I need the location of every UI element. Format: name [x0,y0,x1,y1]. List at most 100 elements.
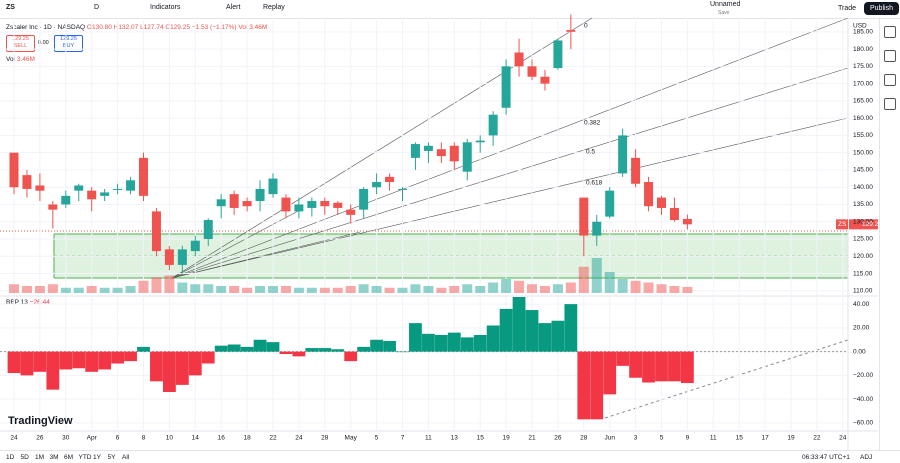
y-tick-label: 160.00 [853,115,873,122]
symbol-tag: ZS [838,221,847,228]
range-button[interactable]: 3M [49,454,59,461]
y-tick-label: 120.00 [853,253,873,260]
range-button[interactable]: All [122,454,130,461]
bbp-bar [422,333,435,352]
x-tick-label: 17 [761,435,769,442]
x-tick-label: 15 [736,435,744,442]
volume-bar [358,284,369,293]
sell-button[interactable]: 129.25 SELL [6,35,35,52]
bbp-bar [434,335,448,352]
candle-body [294,204,304,212]
fib-label: 0 [584,23,588,30]
bbp-bar [85,351,99,372]
volume-bar [565,282,576,293]
candle-body [592,221,602,236]
candle-body [657,197,666,208]
candle-body [203,220,213,240]
volume: Vol 3.46M [238,24,268,31]
x-tick-label: 9 [686,435,690,442]
fan-line [171,231,361,279]
range-button[interactable]: YTD [78,454,92,461]
candle-body [553,40,563,69]
bbp-bar [396,351,409,353]
candle-body [423,145,433,151]
x-tick-label: 5 [660,435,664,442]
candle-body [631,157,641,184]
candle-body [372,182,382,188]
save[interactable]: Save [718,10,730,16]
x-tick-label: Jun [604,435,615,442]
buy-button[interactable]: 129.25 BUY [54,35,83,52]
layout-name[interactable]: Unnamed [710,1,741,8]
x-tick-label: 21 [528,435,536,442]
icon[interactable] [884,50,896,62]
bbp-bar [383,340,396,352]
bbp-bar [616,351,630,366]
range-button[interactable]: 6M [64,454,74,461]
candle-body [346,209,356,215]
interval[interactable]: D [94,4,100,11]
volume-bar [410,284,421,293]
symbol[interactable]: ZS [6,4,15,11]
volume-bar [216,286,227,293]
fan-line [171,17,849,279]
y-tick-label: 175.00 [853,63,873,70]
icon[interactable] [884,74,896,86]
y-tick-label: 0.00 [853,348,866,355]
price-tag: 129.25 [862,221,878,228]
bbp-bar [124,351,137,362]
candle-body [126,180,136,191]
x-tick-label: 26 [554,435,562,442]
candle-body [151,211,161,252]
trade[interactable]: Trade [838,5,857,12]
candle-body [255,188,265,202]
range-button[interactable]: 1Y [93,454,101,461]
replay[interactable]: Replay [263,4,285,11]
range-button[interactable]: 5D [20,454,29,461]
volume-bar [462,284,473,293]
sell-label: SELL [13,43,28,49]
indicators[interactable]: Indicators [150,4,181,11]
y-tick-label: −60.00 [853,420,873,427]
change: −1.53 (−1.17%) [191,24,237,31]
fan-line [171,117,849,279]
bbp-bar [473,335,487,352]
x-tick-label: 28 [321,435,329,442]
candle-body [462,142,472,172]
bbp-bar [603,351,617,395]
icon[interactable] [884,98,896,110]
alert[interactable]: Alert [226,4,241,11]
candle-body [359,188,369,210]
volume-bar [656,284,667,293]
candle-body [540,76,550,84]
candle-body [669,207,679,221]
x-tick-label: 10 [166,435,174,442]
x-tick-label: 5 [375,435,379,442]
x-tick-label: 11 [425,435,432,442]
x-tick-label: 13 [451,435,459,442]
bbp-bar [357,346,371,352]
candle-body [164,249,174,265]
range-button[interactable]: 5Y [107,454,116,461]
trend-line [604,339,849,419]
bbp-bar [137,346,150,352]
range-button[interactable]: 1D [6,454,15,461]
bbp-bar [460,337,474,352]
icon[interactable] [884,26,896,38]
y-tick-label: 170.00 [853,80,873,87]
volume-bar [9,284,19,293]
volume-bar [397,287,408,293]
volume-bar [138,280,149,293]
candle-body [333,202,343,208]
top-toolbar: ZS D Indicators Alert Replay Unnamed Sav… [0,0,900,19]
range-button[interactable]: 1M [35,454,45,461]
bbp-bar [279,351,293,354]
fan-line [171,67,849,279]
candle-body [268,178,278,195]
publish[interactable]: Publish [864,2,899,15]
bbp-bar [253,339,267,352]
adj[interactable]: ADJ [860,454,873,461]
volume-bar [449,286,460,293]
y-tick-label: −40.00 [853,396,873,403]
candle-body [579,197,589,236]
